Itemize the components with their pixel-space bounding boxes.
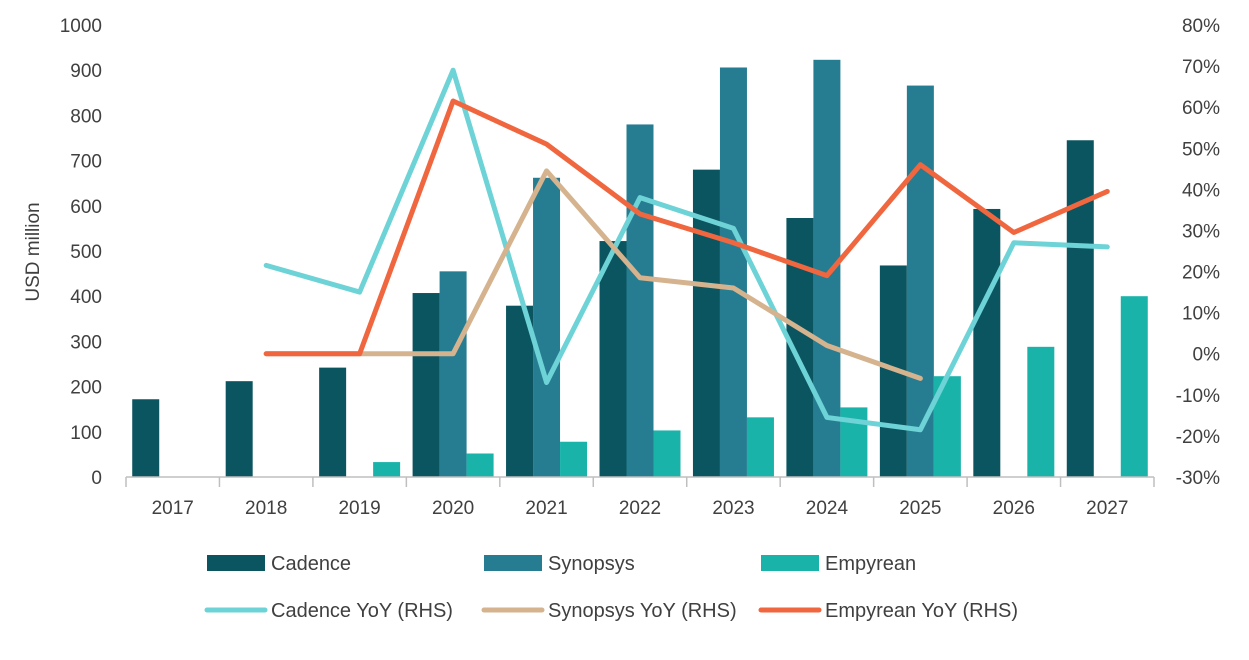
bar-empyrean-2021 [560,441,588,477]
legend-label: Cadence YoY (RHS) [271,600,453,622]
legend-swatch-synopsys [484,555,542,571]
bar-empyrean-2023 [746,417,774,477]
legend-label: Synopsys YoY (RHS) [548,600,737,622]
bar-empyrean-2019 [373,462,401,477]
x-tick-label: 2024 [806,498,849,519]
bar-synopsys-2023 [719,67,747,477]
y-right-tick-label: 10% [1182,304,1220,325]
bar-empyrean-2026 [1027,346,1055,477]
x-tick-label: 2019 [338,498,380,519]
y-left-tick-label: 900 [70,61,102,82]
y-right-tick-label: -10% [1176,386,1220,407]
x-tick-label: 2021 [525,498,567,519]
x-tick-label: 2026 [993,498,1035,519]
x-tick-label: 2018 [245,498,287,519]
x-tick-label: 2020 [432,498,474,519]
y-right-tick-label: 70% [1182,57,1220,78]
y-left-tick-label: 0 [91,468,102,489]
y-left-tick-label: 800 [70,106,102,127]
y-right-tick-label: 60% [1182,98,1220,119]
x-tick-label: 2027 [1086,498,1128,519]
bar-cadence-2020 [412,293,440,477]
bar-empyrean-2022 [653,430,681,477]
x-tick-label: 2025 [899,498,941,519]
x-tick-label: 2023 [712,498,754,519]
left-axis-ticks: 0 100 200 300 400 500 600 700 800 900 1000 [60,16,102,489]
bar-cadence-2017 [132,399,160,477]
x-tick-label: 2022 [619,498,661,519]
y-left-tick-label: 500 [70,242,102,263]
bar-cadence-2021 [506,305,534,477]
bar-synopsys-2022 [626,124,654,477]
y-left-tick-label: 200 [70,378,102,399]
y-right-tick-label: 20% [1182,263,1220,284]
y-right-tick-label: 0% [1193,345,1221,366]
legend-swatch-empyrean [761,555,819,571]
x-tick-label: 2017 [152,498,194,519]
y-left-tick-label: 700 [70,152,102,173]
legend: Cadence Synopsys Empyrean Cadence YoY (RHS)… [204,553,1018,622]
y-right-tick-label: 80% [1182,16,1220,37]
bar-cadence-2018 [225,381,253,477]
x-axis [125,476,1155,487]
y-right-tick-label: 40% [1182,180,1220,201]
legend-label: Empyrean [825,553,916,575]
y-left-tick-label: 100 [70,423,102,444]
bar-synopsys-2020 [439,271,467,477]
bar-cadence-2019 [319,367,347,477]
y-left-tick-label: 400 [70,287,102,308]
y-left-tick-label: 300 [70,332,102,353]
line-empyrean-yoy-rhs- [263,98,1110,357]
legend-label: Empyrean YoY (RHS) [825,600,1018,622]
y-right-tick-label: -20% [1176,427,1220,448]
y-right-tick-label: 50% [1182,139,1220,160]
bar-synopsys-2025 [906,85,934,478]
right-axis-ticks: -30% -20% -10% 0% 10% 20% 30% 40% 50% 60% 70% 80% [1176,16,1220,489]
bar-cadence-2027 [1066,140,1094,477]
line-marks [263,67,1110,433]
y-left-tick-label: 1000 [60,16,102,37]
line-synopsys-yoy-rhs- [263,168,923,381]
bar-cadence-2026 [973,208,1001,478]
legend-swatch-cadence [207,555,265,571]
bar-empyrean-2020 [466,453,494,477]
bar-synopsys-2021 [533,177,561,477]
y-axis-title: USD million [23,202,44,301]
y-left-tick-label: 600 [70,197,102,218]
line-cadence-yoy-rhs- [263,67,1110,433]
legend-label: Synopsys [548,553,635,575]
legend-label: Cadence [271,553,351,575]
y-right-tick-label: -30% [1176,468,1220,489]
bar-cadence-2022 [599,241,627,477]
y-right-tick-label: 30% [1182,221,1220,242]
x-axis-tick-labels: 2017 2018 2019 2020 2021 2022 2023 2024 2025 2026… [152,498,1129,519]
bar-marks [132,59,1148,478]
bar-empyrean-2027 [1120,296,1148,477]
